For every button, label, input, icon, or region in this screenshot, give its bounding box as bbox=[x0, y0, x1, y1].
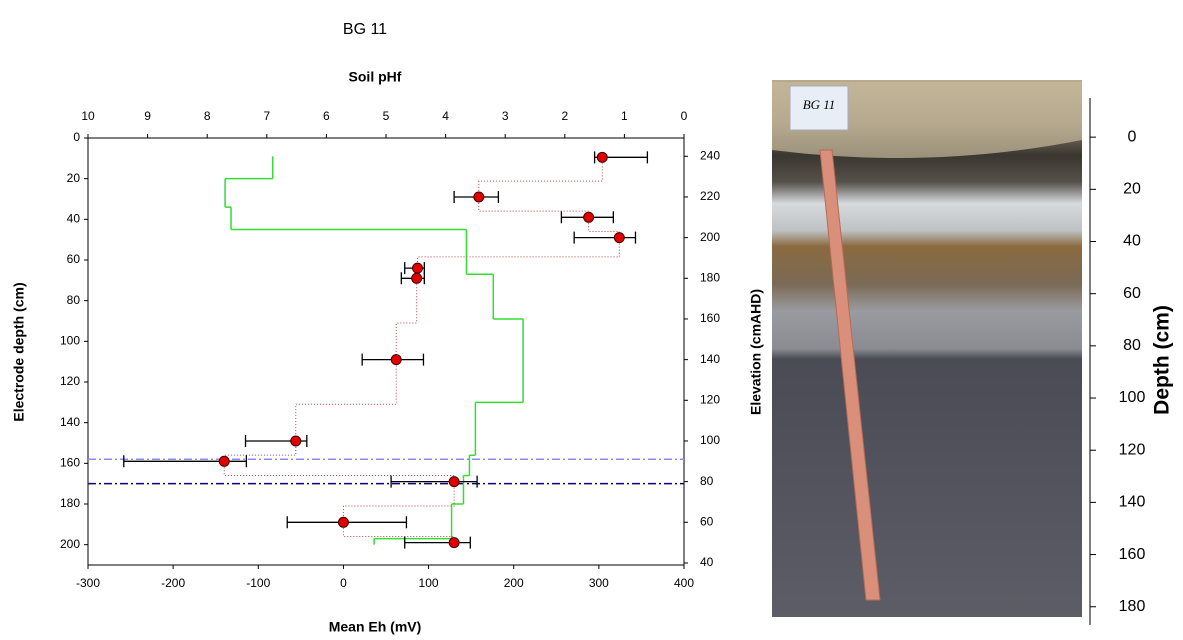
y-tick-label: 80 bbox=[67, 293, 81, 307]
y2-tick-label: 100 bbox=[700, 433, 720, 447]
eh-connector bbox=[478, 196, 590, 218]
x-tick-label: 200 bbox=[504, 576, 524, 590]
x2-tick-label: 1 bbox=[621, 109, 628, 123]
photo-tick-label: 0 bbox=[1128, 128, 1137, 145]
y2-tick-label: 240 bbox=[700, 148, 720, 162]
soil-photo: BG 11 bbox=[772, 80, 1082, 617]
eh-connector bbox=[223, 461, 455, 482]
tape-measure bbox=[819, 149, 881, 601]
photo-tick-label: 80 bbox=[1123, 337, 1141, 354]
eh-point bbox=[218, 455, 230, 467]
photo-tick-label: 60 bbox=[1123, 285, 1141, 302]
y2-tick-label: 200 bbox=[700, 230, 720, 244]
eh-point bbox=[411, 272, 423, 284]
eh-point bbox=[596, 151, 608, 163]
eh-point bbox=[290, 435, 302, 447]
y-tick-label: 200 bbox=[60, 537, 80, 551]
y2-tick-label: 120 bbox=[700, 392, 720, 406]
eh-connector bbox=[295, 359, 397, 441]
y2-axis-title: Elevation (cmAHD) bbox=[748, 289, 764, 415]
x2-tick-label: 10 bbox=[81, 109, 95, 123]
y-tick-label: 140 bbox=[60, 415, 80, 429]
error-bar bbox=[573, 231, 637, 244]
x2-tick-label: 2 bbox=[561, 109, 568, 123]
eh-connector bbox=[417, 237, 620, 269]
photo-tick-label: 100 bbox=[1119, 389, 1146, 406]
error-bar bbox=[390, 475, 478, 488]
photo-tick-label: 120 bbox=[1119, 441, 1146, 458]
y2-tick-label: 140 bbox=[700, 352, 720, 366]
x2-tick-label: 7 bbox=[263, 109, 270, 123]
top-axis-title: Soil pHf bbox=[349, 69, 402, 85]
y2-tick-label: 60 bbox=[700, 514, 714, 528]
eh-point bbox=[448, 476, 460, 488]
y2-tick-label: 80 bbox=[700, 474, 714, 488]
photo-tick-label: 180 bbox=[1119, 598, 1146, 615]
x-tick-label: -200 bbox=[161, 576, 185, 590]
photo-tick-label: 140 bbox=[1119, 494, 1146, 511]
y2-tick-label: 160 bbox=[700, 311, 720, 325]
card-label: BG 11 bbox=[803, 97, 836, 112]
photo-tick-label: 20 bbox=[1123, 181, 1141, 198]
eh-connector bbox=[342, 481, 455, 523]
eh-point bbox=[337, 516, 349, 528]
x-axis-title: Mean Eh (mV) bbox=[329, 619, 422, 635]
x-tick-label: 400 bbox=[674, 576, 694, 590]
x-tick-label: -100 bbox=[246, 576, 270, 590]
y2-tick-label: 180 bbox=[700, 270, 720, 284]
y2-tick-label: 40 bbox=[700, 555, 714, 569]
photo-tick-label: 40 bbox=[1123, 233, 1141, 250]
y-tick-label: 40 bbox=[67, 212, 81, 226]
photo bbox=[772, 80, 1082, 617]
eh-point bbox=[583, 211, 595, 223]
y2-tick-label: 220 bbox=[700, 189, 720, 203]
x2-tick-label: 0 bbox=[681, 109, 688, 123]
x-tick-label: -300 bbox=[76, 576, 100, 590]
y-tick-label: 120 bbox=[60, 374, 80, 388]
x-tick-label: 100 bbox=[419, 576, 439, 590]
eh-point bbox=[613, 232, 625, 244]
plot-frame bbox=[87, 137, 685, 566]
eh-connector bbox=[588, 217, 620, 238]
eh-point bbox=[390, 354, 402, 366]
eh-connector bbox=[395, 278, 418, 360]
y-tick-label: 60 bbox=[67, 252, 81, 266]
y-tick-label: 0 bbox=[73, 130, 80, 144]
x2-tick-label: 9 bbox=[144, 109, 151, 123]
eh-point bbox=[448, 537, 460, 549]
eh-point bbox=[473, 191, 485, 203]
y-axis-title: Electrode depth (cm) bbox=[11, 282, 27, 421]
photo-axis-title: Depth (cm) bbox=[1151, 305, 1174, 415]
y-tick-label: 100 bbox=[60, 334, 80, 348]
eh-point bbox=[412, 262, 424, 274]
x-tick-label: 0 bbox=[340, 576, 347, 590]
x2-tick-label: 8 bbox=[204, 109, 211, 123]
eh-connector bbox=[342, 522, 455, 543]
x2-tick-label: 3 bbox=[502, 109, 509, 123]
y-tick-label: 20 bbox=[67, 171, 81, 185]
y-tick-label: 160 bbox=[60, 456, 80, 470]
y-tick-label: 180 bbox=[60, 496, 80, 510]
photo-tick-label: 160 bbox=[1119, 546, 1146, 563]
x-tick-label: 300 bbox=[589, 576, 609, 590]
x2-tick-label: 4 bbox=[442, 109, 449, 123]
chart-title: BG 11 bbox=[343, 21, 387, 38]
x2-tick-label: 5 bbox=[383, 109, 390, 123]
grass bbox=[772, 82, 1082, 158]
eh-connector bbox=[223, 440, 297, 462]
eh-connector bbox=[478, 157, 603, 197]
photo-card bbox=[789, 85, 849, 131]
x2-tick-label: 6 bbox=[323, 109, 330, 123]
